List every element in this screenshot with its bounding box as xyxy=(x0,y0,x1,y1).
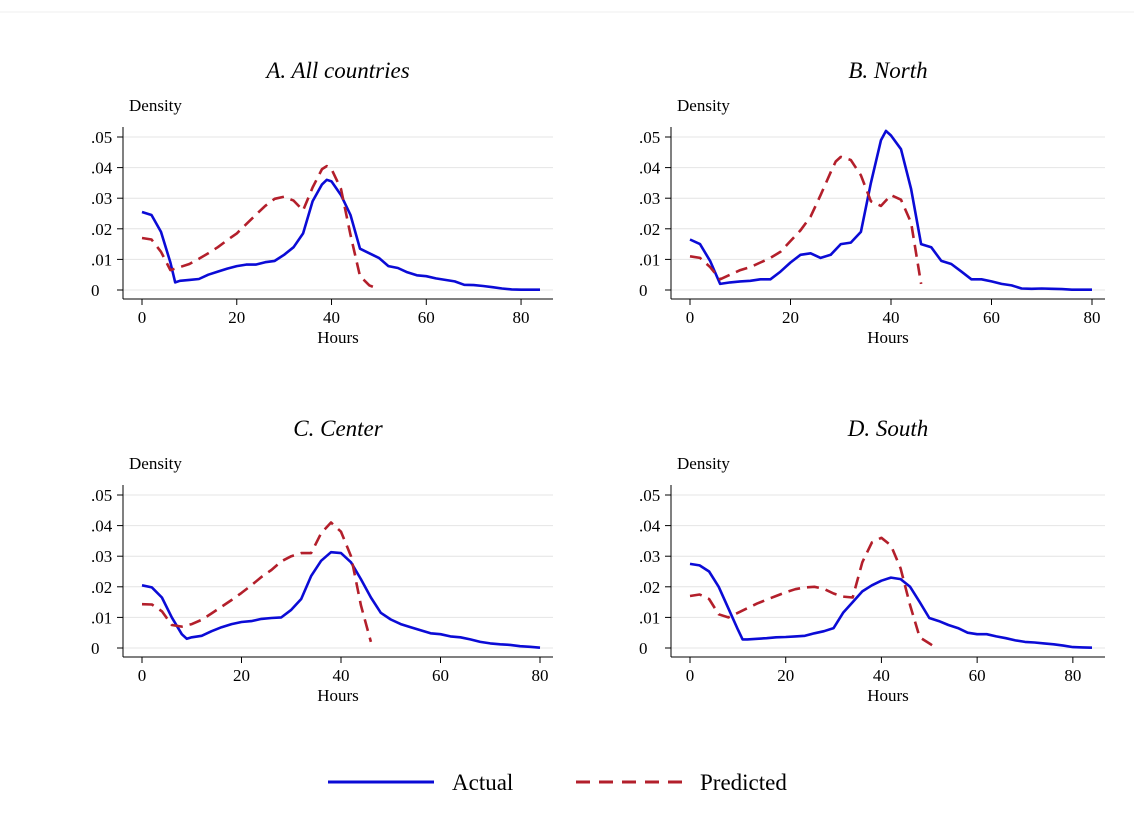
x-tick-label: 40 xyxy=(323,308,340,327)
x-tick-label: 40 xyxy=(873,666,890,685)
x-tick-label: 80 xyxy=(1064,666,1081,685)
series-predicted-line xyxy=(141,164,380,291)
y-tick-label: .04 xyxy=(91,517,113,536)
x-tick-label: 0 xyxy=(138,308,147,327)
x-tick-label: 60 xyxy=(432,666,449,685)
y-axis-title: Density xyxy=(129,454,182,473)
x-tick-label: 80 xyxy=(532,666,549,685)
y-tick-label: .05 xyxy=(91,128,112,147)
y-tick-label: .01 xyxy=(639,250,660,269)
series-predicted-line xyxy=(141,521,373,643)
x-tick-label: 0 xyxy=(138,666,147,685)
x-axis-title: Hours xyxy=(867,328,909,347)
y-tick-label: .01 xyxy=(91,250,112,269)
panel-title: D. South xyxy=(847,416,929,441)
y-tick-label: .02 xyxy=(639,578,660,597)
y-tick-label: 0 xyxy=(91,639,100,658)
x-axis-title: Hours xyxy=(317,686,359,705)
y-tick-label: .01 xyxy=(91,608,112,627)
y-tick-label: 0 xyxy=(639,639,648,658)
y-tick-label: .01 xyxy=(639,608,660,627)
panel-title: B. North xyxy=(848,58,927,83)
x-tick-label: 60 xyxy=(969,666,986,685)
x-tick-label: 40 xyxy=(883,308,900,327)
y-tick-label: .05 xyxy=(639,128,660,147)
y-tick-label: .04 xyxy=(639,517,661,536)
x-tick-label: 0 xyxy=(686,666,695,685)
legend-predicted-label: Predicted xyxy=(700,770,787,795)
x-tick-label: 40 xyxy=(333,666,350,685)
y-axis-title: Density xyxy=(677,454,730,473)
y-tick-label: 0 xyxy=(639,281,648,300)
series-actual-line xyxy=(689,129,1092,291)
y-tick-label: .03 xyxy=(639,189,660,208)
y-tick-label: 0 xyxy=(91,281,100,300)
y-tick-label: .02 xyxy=(91,578,112,597)
y-axis-title: Density xyxy=(129,96,182,115)
panel-title: A. All countries xyxy=(264,58,409,83)
y-tick-label: .04 xyxy=(639,159,661,178)
y-tick-label: .05 xyxy=(639,486,660,505)
series-actual-line xyxy=(141,178,540,291)
panel-title: C. Center xyxy=(293,416,383,441)
series-predicted-line xyxy=(689,155,923,285)
y-tick-label: .03 xyxy=(639,547,660,566)
panel-center: C. Center Density 0 .01 .02 .03 .04 .05 0 20 40 60 8… xyxy=(91,416,553,705)
series-predicted-line xyxy=(689,536,935,648)
x-tick-label: 20 xyxy=(782,308,799,327)
y-tick-label: .02 xyxy=(91,220,112,239)
y-tick-label: .03 xyxy=(91,189,112,208)
x-tick-label: 20 xyxy=(233,666,250,685)
x-axis-title: Hours xyxy=(317,328,359,347)
legend-actual-label: Actual xyxy=(452,770,513,795)
x-tick-label: 20 xyxy=(228,308,245,327)
y-axis-title: Density xyxy=(677,96,730,115)
panel-all-countries: A. All countries Density 0 .01 .02 .03 .04 .05 0… xyxy=(91,58,553,347)
panel-south: D. South Density 0 .01 .02 .03 .04 .05 0 20 40 60 80… xyxy=(639,416,1105,705)
legend: Actual Predicted xyxy=(328,770,787,795)
y-tick-label: .02 xyxy=(639,220,660,239)
y-tick-label: .04 xyxy=(91,159,113,178)
series-actual-line xyxy=(689,562,1093,649)
x-tick-label: 80 xyxy=(1084,308,1101,327)
x-tick-label: 60 xyxy=(418,308,435,327)
series-actual-line xyxy=(141,550,541,649)
y-tick-label: .03 xyxy=(91,547,112,566)
x-tick-label: 60 xyxy=(983,308,1000,327)
x-tick-label: 80 xyxy=(513,308,530,327)
y-tick-label: .05 xyxy=(91,486,112,505)
x-tick-label: 0 xyxy=(686,308,695,327)
panel-north: B. North Density 0 .01 .02 .03 .04 .05 0 20 40 60 80… xyxy=(639,58,1105,347)
x-tick-label: 20 xyxy=(777,666,794,685)
x-axis-title: Hours xyxy=(867,686,909,705)
